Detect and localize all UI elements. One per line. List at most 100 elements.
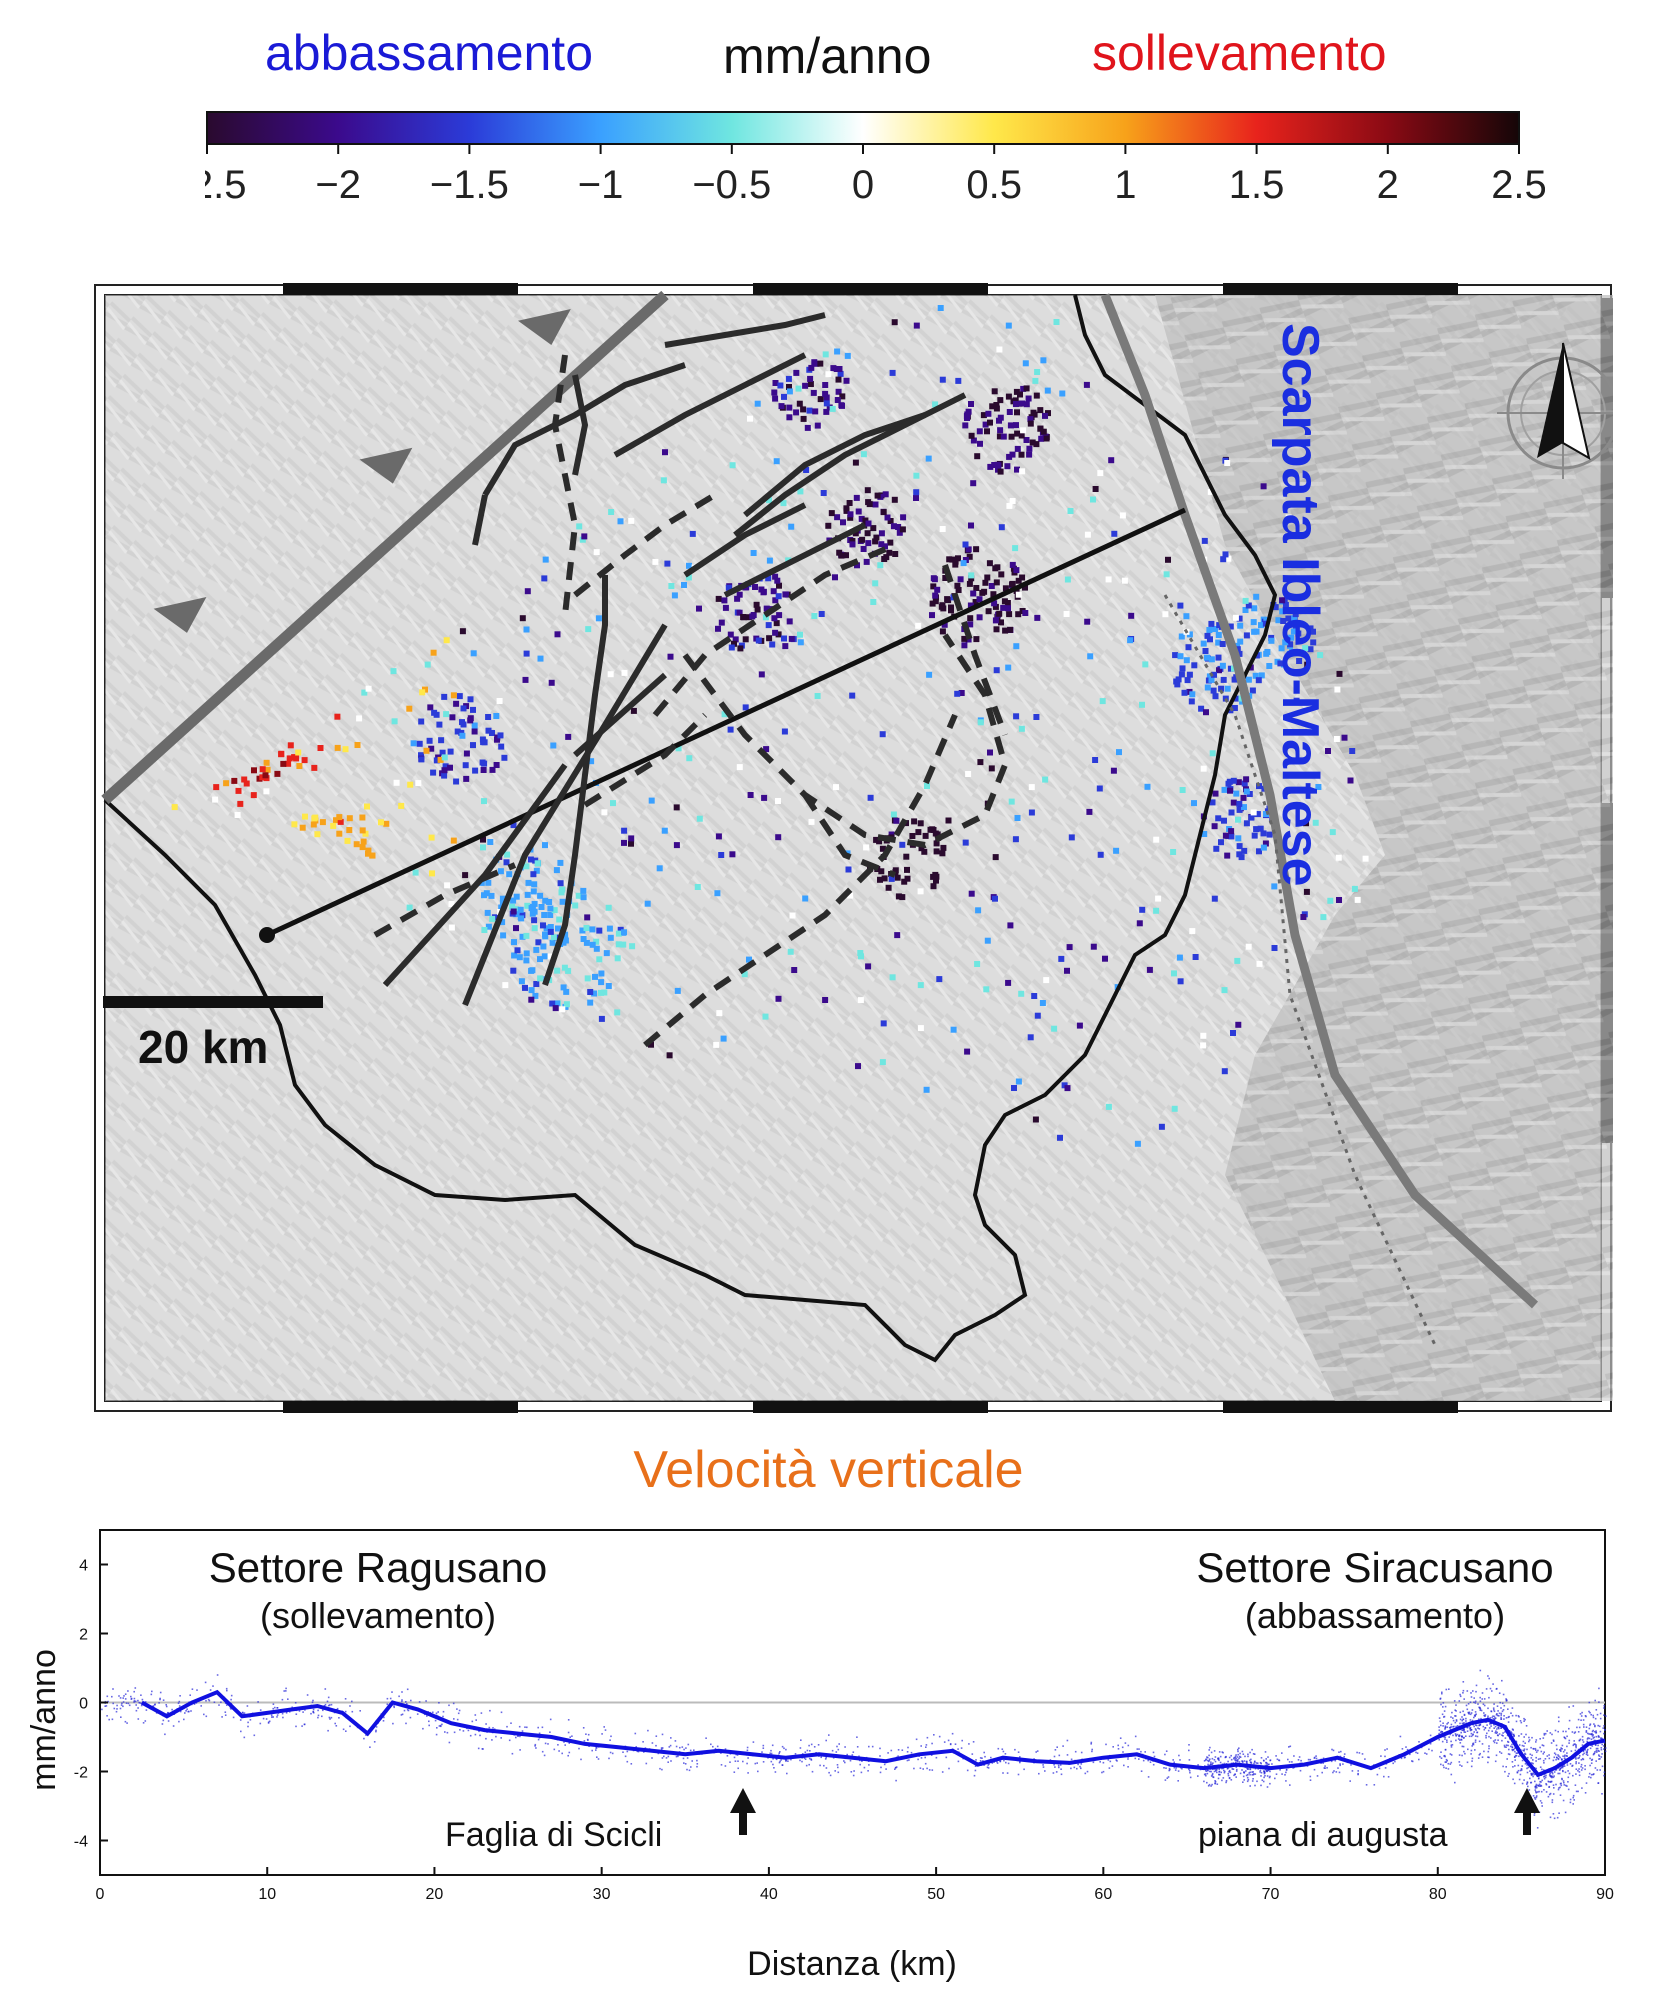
profile-point <box>1601 1793 1603 1795</box>
x-tick-label: 0 <box>96 1886 105 1903</box>
profile-point <box>218 1704 220 1706</box>
profile-point <box>1497 1726 1499 1729</box>
profile-point <box>1227 1767 1229 1770</box>
profile-point <box>1498 1727 1500 1730</box>
profile-point <box>1512 1733 1515 1736</box>
profile-point <box>1527 1785 1529 1788</box>
profile-point <box>1532 1775 1534 1778</box>
profile-point <box>1060 1773 1063 1776</box>
velocity-point <box>274 770 281 777</box>
profile-point <box>696 1759 698 1762</box>
profile-point <box>1483 1750 1485 1753</box>
profile-point <box>933 1734 935 1736</box>
velocity-point <box>786 414 793 421</box>
profile-point <box>1343 1755 1345 1758</box>
profile-point <box>1178 1754 1180 1757</box>
profile-point <box>1548 1774 1551 1776</box>
velocity-point <box>543 925 550 932</box>
velocity-point <box>1212 790 1219 797</box>
profile-point <box>495 1735 497 1738</box>
profile-point <box>564 1744 566 1746</box>
velocity-point <box>872 538 879 545</box>
velocity-point <box>974 961 981 967</box>
profile-point <box>1451 1711 1453 1714</box>
profile-point <box>1235 1770 1238 1772</box>
profile-point <box>317 1709 319 1712</box>
velocity-point <box>223 780 230 787</box>
profile-point <box>825 1767 828 1769</box>
velocity-point <box>1064 967 1070 974</box>
profile-point <box>1376 1773 1379 1776</box>
velocity-point <box>583 925 590 931</box>
profile-point <box>1603 1707 1605 1709</box>
profile-point <box>1575 1768 1578 1770</box>
velocity-point <box>847 511 854 518</box>
profile-point <box>1105 1743 1107 1746</box>
profile-point <box>159 1697 161 1700</box>
velocity-point <box>1175 676 1182 683</box>
profile-point <box>1520 1768 1523 1770</box>
profile-point <box>871 1745 874 1748</box>
velocity-point <box>1211 895 1218 902</box>
velocity-point <box>945 817 952 824</box>
profile-point <box>1515 1720 1518 1723</box>
profile-point <box>1521 1765 1523 1767</box>
profile-point <box>183 1718 185 1721</box>
velocity-point <box>1139 906 1146 913</box>
profile-point <box>1249 1771 1251 1774</box>
velocity-point <box>584 975 591 982</box>
velocity-point <box>772 395 779 402</box>
velocity-point <box>952 558 959 565</box>
velocity-point <box>754 400 761 407</box>
profile-point <box>303 1723 306 1726</box>
profile-point <box>1578 1774 1581 1777</box>
profile-point <box>462 1730 465 1732</box>
velocity-point <box>1209 799 1216 806</box>
velocity-point <box>822 390 829 397</box>
profile-point <box>1439 1755 1441 1758</box>
velocity-point <box>968 401 974 407</box>
velocity-point <box>1243 820 1250 827</box>
velocity-point <box>1012 836 1019 843</box>
profile-point <box>216 1674 219 1676</box>
profile-point <box>1580 1759 1583 1761</box>
profile-point <box>1462 1728 1465 1730</box>
velocity-point <box>549 939 556 946</box>
velocity-point <box>525 879 532 886</box>
profile-point <box>1473 1725 1475 1728</box>
profile-point <box>746 1749 749 1752</box>
profile-point <box>1559 1794 1562 1796</box>
profile-point <box>1411 1760 1413 1762</box>
profile-point <box>1461 1719 1463 1722</box>
profile-point <box>974 1765 977 1767</box>
profile-point <box>1509 1745 1512 1748</box>
profile-point <box>1541 1744 1544 1746</box>
profile-point <box>1492 1740 1495 1742</box>
velocity-point <box>439 749 446 756</box>
profile-point <box>283 1690 285 1692</box>
profile-point <box>469 1734 472 1737</box>
profile-point <box>1197 1764 1199 1766</box>
profile-point <box>1526 1771 1529 1774</box>
velocity-point <box>459 732 466 739</box>
profile-point <box>1494 1731 1497 1734</box>
profile-point <box>1349 1780 1351 1782</box>
profile-point <box>1206 1769 1209 1772</box>
profile-point <box>811 1770 814 1773</box>
profile-point <box>667 1761 669 1763</box>
profile-point <box>675 1755 678 1758</box>
velocity-point <box>1105 1103 1112 1110</box>
profile-point <box>1590 1738 1593 1741</box>
profile-point <box>724 1765 727 1767</box>
profile-point <box>901 1749 904 1751</box>
velocity-point <box>860 546 867 552</box>
velocity-point <box>1303 820 1309 827</box>
profile-point <box>1115 1759 1118 1761</box>
velocity-point <box>939 602 946 609</box>
profile-point <box>1269 1770 1271 1773</box>
velocity-point <box>346 815 353 822</box>
profile-point <box>1073 1766 1076 1769</box>
profile-point <box>804 1751 807 1753</box>
profile-point <box>626 1750 629 1753</box>
velocity-point <box>867 794 874 801</box>
